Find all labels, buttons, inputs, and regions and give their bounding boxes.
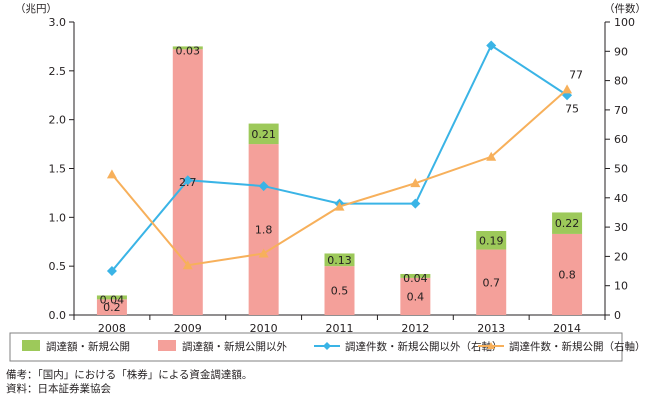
bar-label-ipo: 0.22 [555, 217, 580, 230]
bar-label-non-ipo: 0.2 [103, 301, 121, 314]
legend: 調達額・新規公開 調達額・新規公開以外 調達件数・新規公開以外（右軸） 調達件数・新規… [9, 332, 646, 362]
line-marker-triangle [486, 151, 497, 161]
legend-label: 調達額・新規公開以外 [182, 340, 287, 353]
legend-swatch-ipo [22, 340, 40, 351]
legend-label: 調達件数・新規公開（右軸） [509, 340, 646, 353]
bar-segment-ipo [172, 46, 203, 50]
bar-segment-ipo [476, 231, 507, 250]
x-tick-label: 2010 [250, 322, 278, 335]
line-marker-diamond [258, 181, 269, 192]
bar-segment-non-ipo [324, 266, 355, 315]
x-tick-label: 2009 [174, 322, 202, 335]
bar-label-non-ipo: 2.7 [179, 176, 197, 189]
y-axis-label-left: （兆円） [15, 3, 57, 15]
data-labels: 0.040.20.032.70.211.80.130.50.040.40.190… [100, 44, 583, 314]
bar-label-non-ipo: 1.8 [255, 224, 273, 237]
bar-segment-ipo [400, 273, 431, 278]
x-tick-label: 2012 [401, 322, 429, 335]
y-tick-label-right: 60 [614, 133, 628, 146]
bar-segment-non-ipo [552, 233, 583, 315]
y-tick-label-right: 100 [614, 16, 635, 29]
line-series [106, 40, 573, 277]
bar-segment-ipo [324, 253, 355, 267]
y-tick-label-right: 80 [614, 75, 628, 88]
source-text: 資料：日本証券業協会 [6, 383, 111, 395]
bar-label-ipo: 0.13 [327, 254, 352, 267]
bar-label-non-ipo: 0.4 [407, 290, 425, 303]
bar-label-ipo: 0.04 [100, 293, 125, 306]
y-tick-label-left: 2.0 [49, 114, 67, 127]
bar-segment-non-ipo [96, 299, 127, 315]
line-marker-triangle [106, 169, 117, 179]
legend-label: 調達額・新規公開 [46, 340, 130, 353]
bar-segment-ipo [96, 295, 127, 300]
bar-segment-non-ipo [476, 249, 507, 315]
y-tick-label-left: 2.5 [49, 65, 67, 78]
line-marker-diamond [182, 175, 193, 186]
legend-box [9, 332, 623, 362]
legend-marker-triangle [487, 342, 495, 349]
y-tick-label-left: 3.0 [49, 16, 67, 29]
notes: 備考：「国内」における「株券」による資金調達額。 資料：日本証券業協会 [6, 368, 252, 396]
y-tick-label-left: 1.5 [49, 163, 67, 176]
line-marker-diamond [106, 266, 117, 277]
bar-label-non-ipo: 0.5 [331, 285, 349, 298]
y-axis-label-right: （件数） [604, 2, 646, 15]
bar-segment-ipo [552, 212, 583, 234]
x-tick-label: 2008 [98, 322, 126, 335]
y-tick-label-right: 90 [614, 45, 628, 58]
bar-label-non-ipo: 0.7 [482, 276, 500, 289]
bar-segment-non-ipo [400, 277, 431, 315]
bar-label-ipo: 0.21 [251, 128, 276, 141]
y-tick-label-right: 50 [614, 163, 628, 176]
x-tick-label: 2011 [326, 322, 354, 335]
bar-segment-ipo [248, 123, 279, 145]
y-tick-label-right: 70 [614, 104, 628, 117]
y-tick-label-left: 0.5 [49, 260, 67, 273]
line-marker-triangle [562, 84, 573, 94]
x-tick-label: 2014 [553, 322, 581, 335]
y-tick-label-right: 30 [614, 221, 628, 234]
bars [96, 46, 583, 315]
bar-segment-non-ipo [248, 144, 279, 315]
line-marker-diamond [486, 40, 497, 51]
bar-label-ipo: 0.19 [479, 234, 504, 247]
line-end-label-non-ipo: 75 [565, 102, 579, 115]
bar-label-ipo: 0.03 [176, 44, 201, 57]
x-tick-label: 2013 [477, 322, 505, 335]
y-tick-label-left: 1.0 [49, 211, 67, 224]
axes: 0.0 0.5 1.0 1.5 2.0 2.5 3.0（兆円） 0 10 20 30 40 50 60 70… [15, 2, 646, 335]
line-end-label-ipo: 77 [569, 68, 583, 81]
bar-label-ipo: 0.04 [403, 272, 428, 285]
line-marker-triangle [410, 178, 421, 188]
legend-label: 調達件数・新規公開以外（右軸） [345, 340, 503, 353]
legend-marker-diamond [323, 342, 331, 350]
line-marker-triangle [258, 248, 269, 258]
legend-swatch-non-ipo [158, 340, 176, 351]
note-text: 備考：「国内」における「株券」による資金調達額。 [6, 369, 253, 381]
line-marker-triangle [182, 260, 193, 270]
bar-label-non-ipo: 0.8 [558, 268, 576, 281]
line-marker-diamond [410, 198, 421, 209]
line-marker-triangle [334, 201, 345, 211]
y-tick-label-left: 0.0 [49, 309, 67, 322]
y-tick-label-right: 0 [614, 309, 621, 322]
y-tick-label-right: 10 [614, 280, 628, 293]
y-tick-label-right: 20 [614, 250, 628, 263]
y-tick-label-right: 40 [614, 192, 628, 205]
